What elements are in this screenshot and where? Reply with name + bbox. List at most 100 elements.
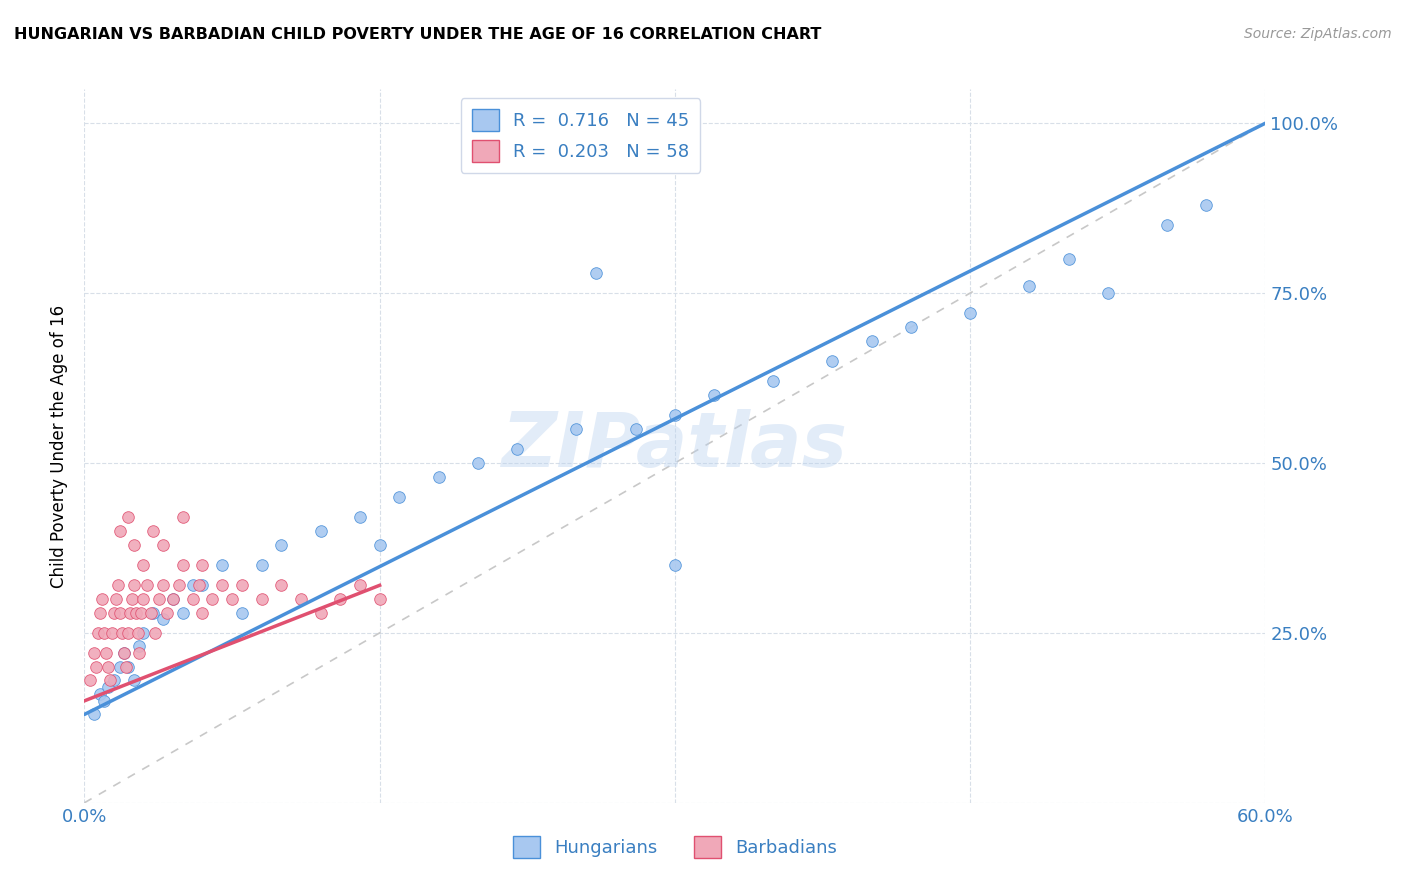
Point	[127, 626, 149, 640]
Point	[152, 537, 174, 551]
Point	[231, 578, 253, 592]
Point	[162, 591, 184, 606]
Point	[191, 578, 214, 592]
Point	[329, 591, 352, 606]
Point	[167, 578, 190, 592]
Point	[349, 510, 371, 524]
Point	[156, 606, 179, 620]
Point	[172, 606, 194, 620]
Point	[117, 510, 139, 524]
Point	[122, 673, 145, 688]
Point	[136, 578, 159, 592]
Point	[821, 354, 844, 368]
Point	[900, 320, 922, 334]
Point	[860, 334, 883, 348]
Point	[103, 673, 125, 688]
Point	[187, 578, 209, 592]
Point	[270, 537, 292, 551]
Point	[270, 578, 292, 592]
Point	[122, 537, 145, 551]
Point	[349, 578, 371, 592]
Point	[83, 707, 105, 722]
Point	[762, 375, 785, 389]
Point	[191, 606, 214, 620]
Point	[181, 578, 204, 592]
Point	[191, 558, 214, 572]
Point	[585, 266, 607, 280]
Point	[84, 660, 107, 674]
Point	[309, 606, 332, 620]
Point	[87, 626, 110, 640]
Point	[89, 687, 111, 701]
Point	[231, 606, 253, 620]
Point	[141, 606, 163, 620]
Point	[122, 578, 145, 592]
Point	[368, 591, 391, 606]
Point	[132, 626, 155, 640]
Point	[103, 606, 125, 620]
Point	[172, 558, 194, 572]
Point	[290, 591, 312, 606]
Point	[172, 510, 194, 524]
Point	[79, 673, 101, 688]
Text: HUNGARIAN VS BARBADIAN CHILD POVERTY UNDER THE AGE OF 16 CORRELATION CHART: HUNGARIAN VS BARBADIAN CHILD POVERTY UND…	[14, 27, 821, 42]
Point	[117, 626, 139, 640]
Point	[89, 606, 111, 620]
Point	[368, 537, 391, 551]
Point	[152, 612, 174, 626]
Point	[1097, 286, 1119, 301]
Point	[142, 606, 165, 620]
Point	[664, 409, 686, 423]
Point	[152, 578, 174, 592]
Point	[107, 578, 129, 592]
Point	[118, 606, 141, 620]
Point	[565, 422, 588, 436]
Point	[143, 626, 166, 640]
Point	[959, 306, 981, 320]
Point	[117, 660, 139, 674]
Point	[1057, 252, 1080, 266]
Point	[664, 558, 686, 572]
Point	[97, 680, 120, 694]
Point	[1195, 198, 1218, 212]
Y-axis label: Child Poverty Under the Age of 16: Child Poverty Under the Age of 16	[51, 304, 69, 588]
Point	[101, 626, 124, 640]
Point	[124, 606, 146, 620]
Point	[467, 456, 489, 470]
Point	[91, 591, 114, 606]
Point	[93, 626, 115, 640]
Text: ZIPatlas: ZIPatlas	[502, 409, 848, 483]
Point	[162, 591, 184, 606]
Point	[108, 524, 131, 538]
Point	[201, 591, 224, 606]
Point	[111, 626, 134, 640]
Point	[93, 694, 115, 708]
Point	[427, 469, 450, 483]
Point	[94, 646, 117, 660]
Point	[112, 646, 135, 660]
Legend: Hungarians, Barbadians: Hungarians, Barbadians	[506, 829, 844, 865]
Point	[108, 606, 131, 620]
Point	[104, 591, 127, 606]
Point	[83, 646, 105, 660]
Point	[250, 558, 273, 572]
Point	[148, 591, 170, 606]
Point	[624, 422, 647, 436]
Point	[114, 660, 136, 674]
Point	[121, 591, 143, 606]
Point	[142, 524, 165, 538]
Point	[309, 524, 332, 538]
Point	[112, 646, 135, 660]
Point	[108, 660, 131, 674]
Point	[211, 558, 233, 572]
Point	[388, 490, 411, 504]
Point	[128, 646, 150, 660]
Point	[211, 578, 233, 592]
Point	[181, 591, 204, 606]
Point	[250, 591, 273, 606]
Point	[221, 591, 243, 606]
Point	[132, 591, 155, 606]
Point	[97, 660, 120, 674]
Point	[132, 558, 155, 572]
Point	[131, 606, 153, 620]
